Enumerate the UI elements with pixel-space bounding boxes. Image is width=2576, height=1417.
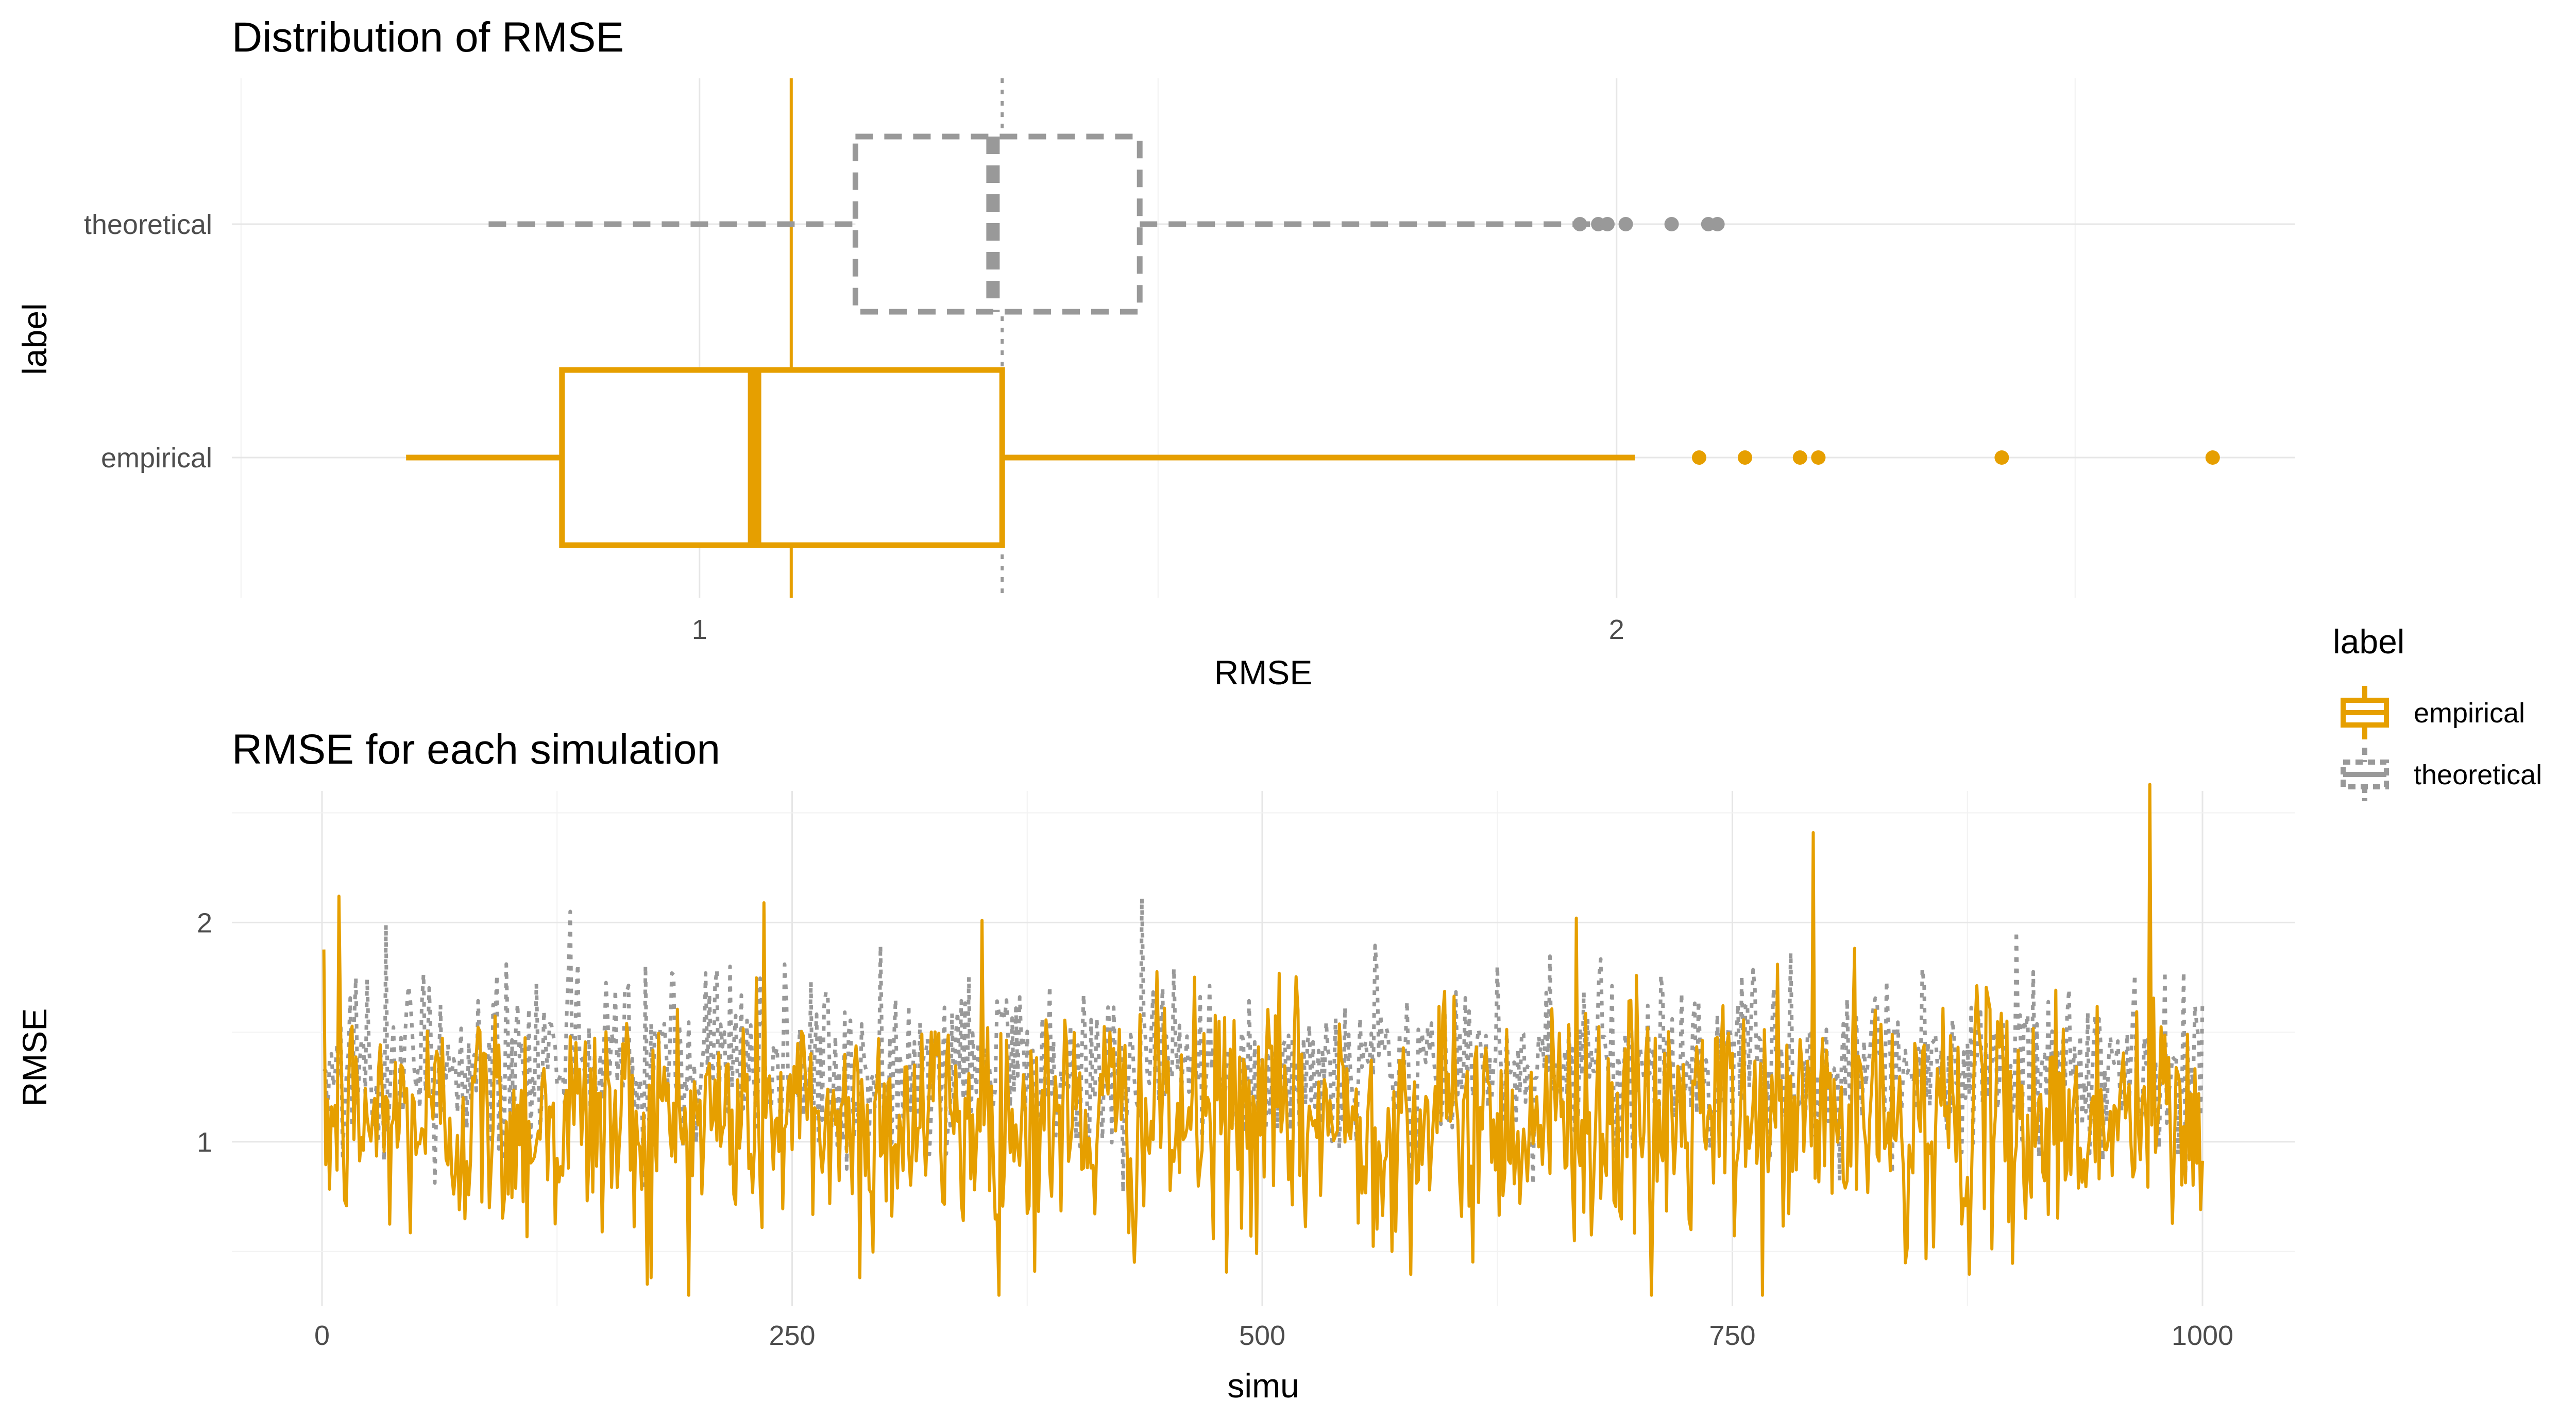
y-tick-label: empirical bbox=[101, 443, 212, 474]
boxplot-y-axis-label: label bbox=[15, 303, 54, 375]
legend-item-label: theoretical bbox=[2414, 760, 2542, 790]
y-tick-label: theoretical bbox=[84, 209, 212, 240]
outlier-point-empirical bbox=[2206, 450, 2220, 465]
outlier-point-theoretical bbox=[1710, 217, 1725, 231]
outlier-point-empirical bbox=[1738, 450, 1752, 465]
line-x-axis-label: simu bbox=[1227, 1367, 1299, 1405]
outlier-point-theoretical bbox=[1619, 217, 1633, 231]
x-tick-label: 0 bbox=[314, 1320, 330, 1351]
line-title: RMSE for each simulation bbox=[232, 726, 720, 773]
boxplot-title: Distribution of RMSE bbox=[232, 14, 624, 61]
outlier-point-theoretical bbox=[1573, 217, 1587, 231]
legend-title: label bbox=[2333, 622, 2404, 661]
x-tick-label: 1000 bbox=[2172, 1320, 2233, 1351]
x-tick-label: 2 bbox=[1609, 614, 1624, 645]
outlier-point-empirical bbox=[1994, 450, 2009, 465]
box-iqr-empirical bbox=[562, 370, 1002, 545]
x-tick-label: 750 bbox=[1709, 1320, 1755, 1351]
x-tick-label: 250 bbox=[769, 1320, 815, 1351]
outlier-point-empirical bbox=[1793, 450, 1807, 465]
boxplot-x-axis-label: RMSE bbox=[1214, 653, 1313, 691]
outlier-point-empirical bbox=[1811, 450, 1825, 465]
y-tick-label: 1 bbox=[197, 1127, 212, 1158]
x-tick-label: 500 bbox=[1239, 1320, 1285, 1351]
y-tick-label: 2 bbox=[197, 907, 212, 938]
outlier-point-empirical bbox=[1692, 450, 1706, 465]
legend-item-label: empirical bbox=[2414, 698, 2525, 729]
outlier-point-theoretical bbox=[1600, 217, 1615, 231]
outlier-point-theoretical bbox=[1665, 217, 1679, 231]
x-tick-label: 1 bbox=[692, 614, 707, 645]
line-y-axis-label: RMSE bbox=[15, 1008, 54, 1107]
